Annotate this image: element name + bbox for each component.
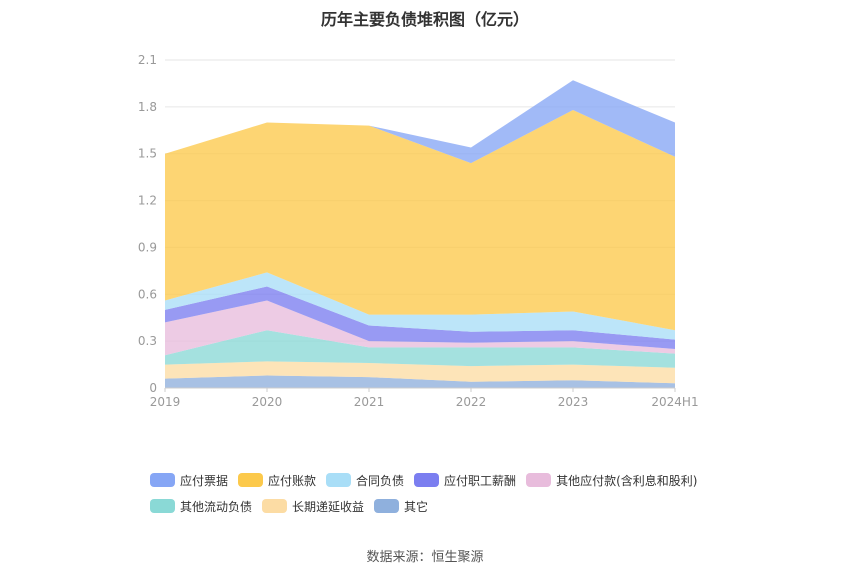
area-应付职工薪酬	[165, 286, 675, 349]
x-tick-label: 2019	[150, 395, 181, 409]
legend-swatch	[326, 473, 352, 487]
area-其他流动负债	[165, 330, 675, 368]
area-其他应付款(含利息和股利)	[165, 300, 675, 356]
legend-swatch	[238, 473, 264, 487]
legend-swatch	[374, 499, 400, 513]
legend-swatch	[262, 499, 288, 513]
x-tick-label: 2023	[558, 395, 589, 409]
legend-swatch	[150, 473, 175, 487]
y-tick-label: 0.9	[138, 240, 157, 254]
legend-item[interactable]: 长期递延收益	[262, 498, 364, 514]
legend-label: 应付票据	[180, 473, 229, 488]
source-note: 数据来源：恒生聚源	[366, 550, 484, 565]
y-tick-label: 0	[149, 381, 157, 395]
legend-swatch	[150, 499, 175, 513]
legend-item[interactable]: 其他应付款(含利息和股利)	[526, 472, 697, 488]
legend-swatch	[414, 473, 440, 487]
legend-label: 合同负债	[356, 473, 405, 488]
legend-label: 其他流动负债	[180, 499, 253, 514]
legend-label: 应付账款	[268, 473, 317, 488]
legend: 应付票据 应付账款 合同负债 应付职工薪酬 其他应付款(含利息和股利) 其他流动负债 长期递…	[150, 472, 710, 524]
legend-swatch	[526, 473, 552, 487]
y-tick-label: 1.2	[138, 194, 157, 208]
stacked-area-chart: 0 0.3 0.6 0.9 1.2 1.5 1.8 2.1 2019 2020 2021 2022 20…	[138, 53, 699, 409]
area-应付账款	[165, 110, 675, 331]
y-tick-label: 1.5	[138, 147, 157, 161]
area-应付票据	[165, 80, 675, 164]
legend-item[interactable]: 其他流动负债	[150, 498, 252, 514]
legend-item[interactable]: 合同负债	[326, 472, 404, 488]
legend-item[interactable]: 应付账款	[238, 472, 316, 488]
legend-label: 长期递延收益	[292, 499, 365, 514]
x-tick-label: 2024H1	[651, 395, 698, 409]
legend-label: 其它	[404, 499, 429, 514]
chart-title: 历年主要负债堆积图（亿元）	[320, 10, 529, 29]
legend-item[interactable]: 其它	[374, 498, 428, 514]
x-tick-label: 2022	[456, 395, 487, 409]
y-tick-label: 0.6	[138, 287, 157, 301]
area-长期递延收益	[165, 361, 675, 384]
legend-label: 应付职工薪酬	[444, 473, 517, 488]
y-tick-label: 1.8	[138, 100, 157, 114]
area-合同负债	[165, 272, 675, 340]
x-tick-label: 2021	[354, 395, 385, 409]
area-其它	[165, 375, 675, 388]
axes: 0 0.3 0.6 0.9 1.2 1.5 1.8 2.1 2019 2020 2021 2022 20…	[138, 53, 699, 409]
x-tick-label: 2020	[252, 395, 283, 409]
y-tick-label: 2.1	[138, 53, 157, 67]
area-series	[165, 80, 675, 388]
legend-label: 其他应付款(含利息和股利)	[556, 473, 698, 488]
y-tick-label: 0.3	[138, 334, 157, 348]
legend-item[interactable]: 应付职工薪酬	[414, 472, 516, 488]
legend-item[interactable]: 应付票据	[150, 472, 228, 488]
